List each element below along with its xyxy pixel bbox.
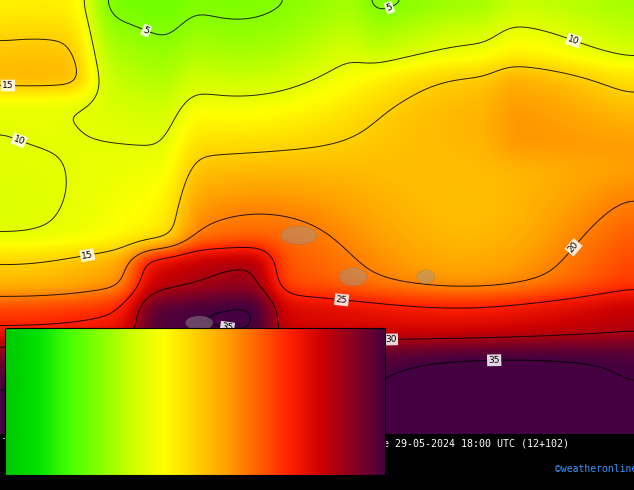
Text: 15: 15	[81, 250, 94, 261]
Text: 10: 10	[12, 134, 26, 147]
Text: 5: 5	[142, 25, 150, 36]
Text: 20: 20	[567, 240, 581, 255]
Text: 30: 30	[385, 335, 397, 344]
Text: 10: 10	[567, 34, 581, 47]
Text: 25: 25	[335, 295, 347, 305]
Text: We 29-05-2024 18:00 UTC (12+102): We 29-05-2024 18:00 UTC (12+102)	[377, 438, 569, 448]
Ellipse shape	[340, 268, 367, 286]
Ellipse shape	[281, 226, 317, 245]
Text: 5: 5	[385, 2, 394, 13]
Ellipse shape	[417, 270, 435, 284]
Text: 15: 15	[2, 81, 14, 90]
Text: Temperature 2m Spread mean+σ [°C] ECMWF: Temperature 2m Spread mean+σ [°C] ECMWF	[3, 438, 237, 448]
Text: 35: 35	[221, 322, 233, 333]
Text: 35: 35	[488, 356, 500, 365]
Ellipse shape	[186, 316, 213, 330]
Text: ©weatheronline.co.uk: ©weatheronline.co.uk	[555, 464, 634, 474]
Text: 35: 35	[16, 383, 29, 393]
